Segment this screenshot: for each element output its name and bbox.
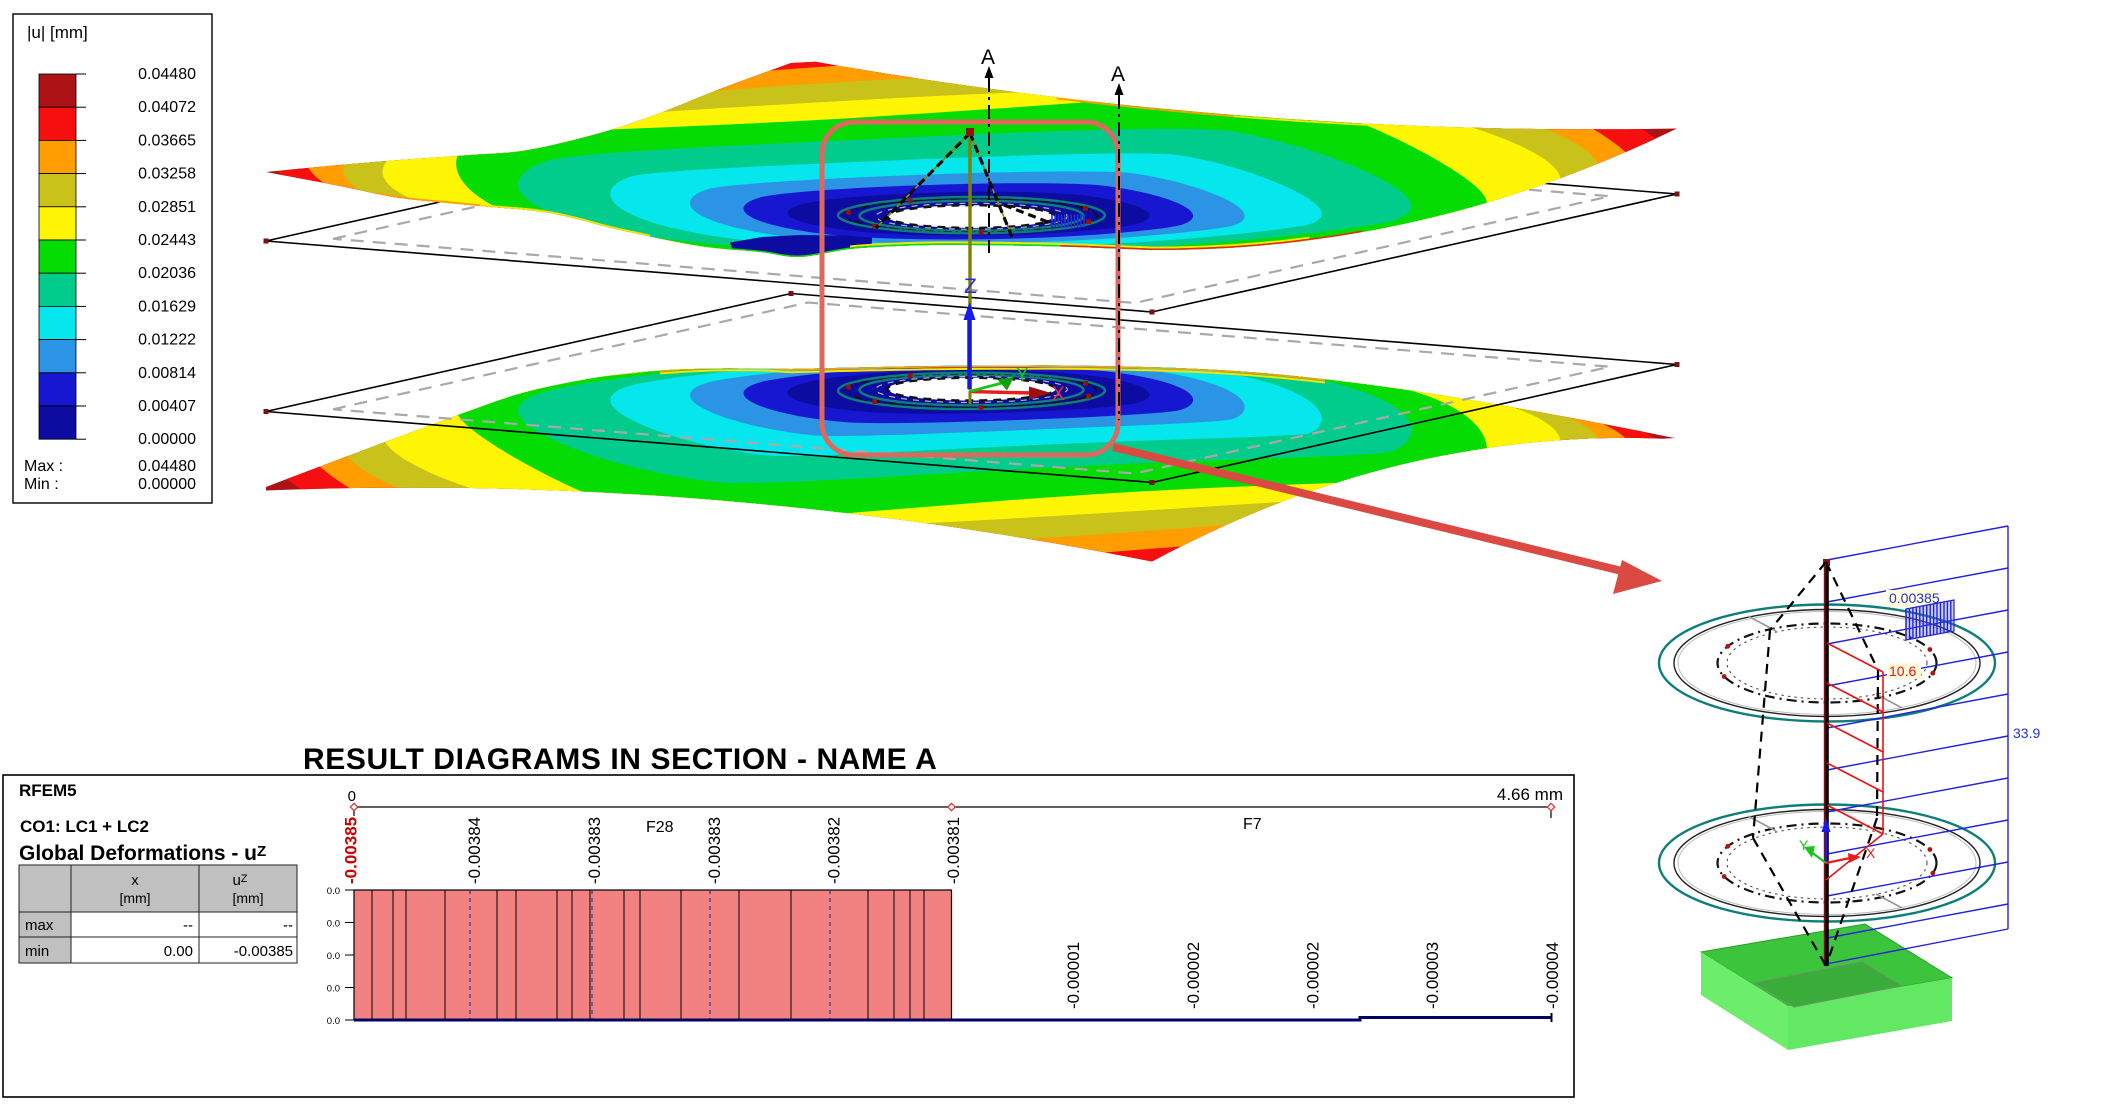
svg-text:0.00000: 0.00000	[138, 476, 196, 493]
svg-text:33.9: 33.9	[2013, 725, 2040, 741]
svg-text:0.01629: 0.01629	[138, 298, 196, 315]
svg-text:0.03258: 0.03258	[138, 166, 196, 183]
svg-text:Max :: Max :	[24, 458, 63, 475]
svg-text:-0.00002: -0.00002	[1304, 942, 1323, 1009]
svg-text:-0.00002: -0.00002	[1184, 942, 1203, 1009]
svg-text:--: --	[283, 917, 293, 934]
svg-text:A: A	[981, 46, 995, 69]
svg-text:Min :: Min :	[24, 476, 59, 493]
svg-text:-0.00381: -0.00381	[944, 817, 963, 884]
svg-text:0.04072: 0.04072	[138, 99, 196, 116]
svg-text:0.0: 0.0	[327, 951, 340, 962]
svg-text:Y: Y	[1016, 365, 1029, 386]
svg-text:-0.00003: -0.00003	[1423, 942, 1442, 1009]
svg-text:-0.00383: -0.00383	[705, 817, 724, 884]
svg-text:0.03665: 0.03665	[138, 132, 196, 149]
svg-text:0.04480: 0.04480	[138, 458, 196, 475]
svg-text:--: --	[183, 917, 193, 934]
svg-text:10.6: 10.6	[1889, 663, 1916, 679]
svg-text:-0.00385: -0.00385	[234, 943, 293, 960]
svg-text:0.00: 0.00	[164, 943, 193, 960]
svg-text:Z: Z	[964, 275, 977, 298]
svg-text:min: min	[25, 943, 49, 960]
svg-text:-0.00383: -0.00383	[585, 817, 604, 884]
svg-text:X: X	[1866, 845, 1876, 861]
svg-text:F7: F7	[1243, 816, 1262, 833]
svg-text:0.02036: 0.02036	[138, 265, 196, 282]
svg-text:CO1: LC1 + LC2: CO1: LC1 + LC2	[20, 817, 149, 836]
svg-text:-0.00004: -0.00004	[1543, 942, 1562, 1009]
svg-text:max: max	[25, 917, 54, 934]
svg-text:0.0: 0.0	[327, 886, 340, 897]
svg-text:0.00814: 0.00814	[138, 365, 196, 382]
svg-text:0.02443: 0.02443	[138, 232, 196, 249]
svg-text:0: 0	[348, 788, 356, 805]
svg-text:[mm]: [mm]	[119, 890, 150, 906]
svg-text:0.00407: 0.00407	[138, 398, 196, 415]
svg-text:0.00000: 0.00000	[138, 431, 196, 448]
svg-text:-0.00382: -0.00382	[825, 817, 844, 884]
svg-text:-0.00385: -0.00385	[342, 817, 361, 884]
svg-text:F28: F28	[646, 819, 674, 836]
svg-text:0.0: 0.0	[327, 1016, 340, 1027]
svg-text:RFEM5: RFEM5	[19, 781, 77, 800]
svg-text:|u| [mm]: |u| [mm]	[27, 23, 88, 42]
svg-text:RESULT DIAGRAMS IN SECTION - N: RESULT DIAGRAMS IN SECTION - NAME A	[303, 743, 937, 776]
svg-text:0.04480: 0.04480	[138, 66, 196, 83]
svg-text:0.01222: 0.01222	[138, 332, 196, 349]
svg-text:4.66 mm: 4.66 mm	[1497, 785, 1563, 804]
svg-text:-0.00384: -0.00384	[465, 817, 484, 884]
svg-text:x: x	[131, 872, 139, 889]
svg-text:Y: Y	[1799, 837, 1809, 853]
svg-text:Global Deformations - uZ: Global Deformations - uZ	[19, 842, 266, 865]
svg-text:0.0: 0.0	[327, 984, 340, 995]
svg-text:0.00385: 0.00385	[1889, 590, 1940, 606]
svg-text:0.02851: 0.02851	[138, 199, 196, 216]
svg-text:X: X	[1052, 384, 1065, 405]
svg-text:A: A	[1111, 63, 1125, 86]
svg-text:0.0: 0.0	[327, 919, 340, 930]
svg-text:uZ: uZ	[232, 872, 247, 889]
svg-text:-0.00001: -0.00001	[1064, 942, 1083, 1009]
svg-text:[mm]: [mm]	[232, 890, 263, 906]
